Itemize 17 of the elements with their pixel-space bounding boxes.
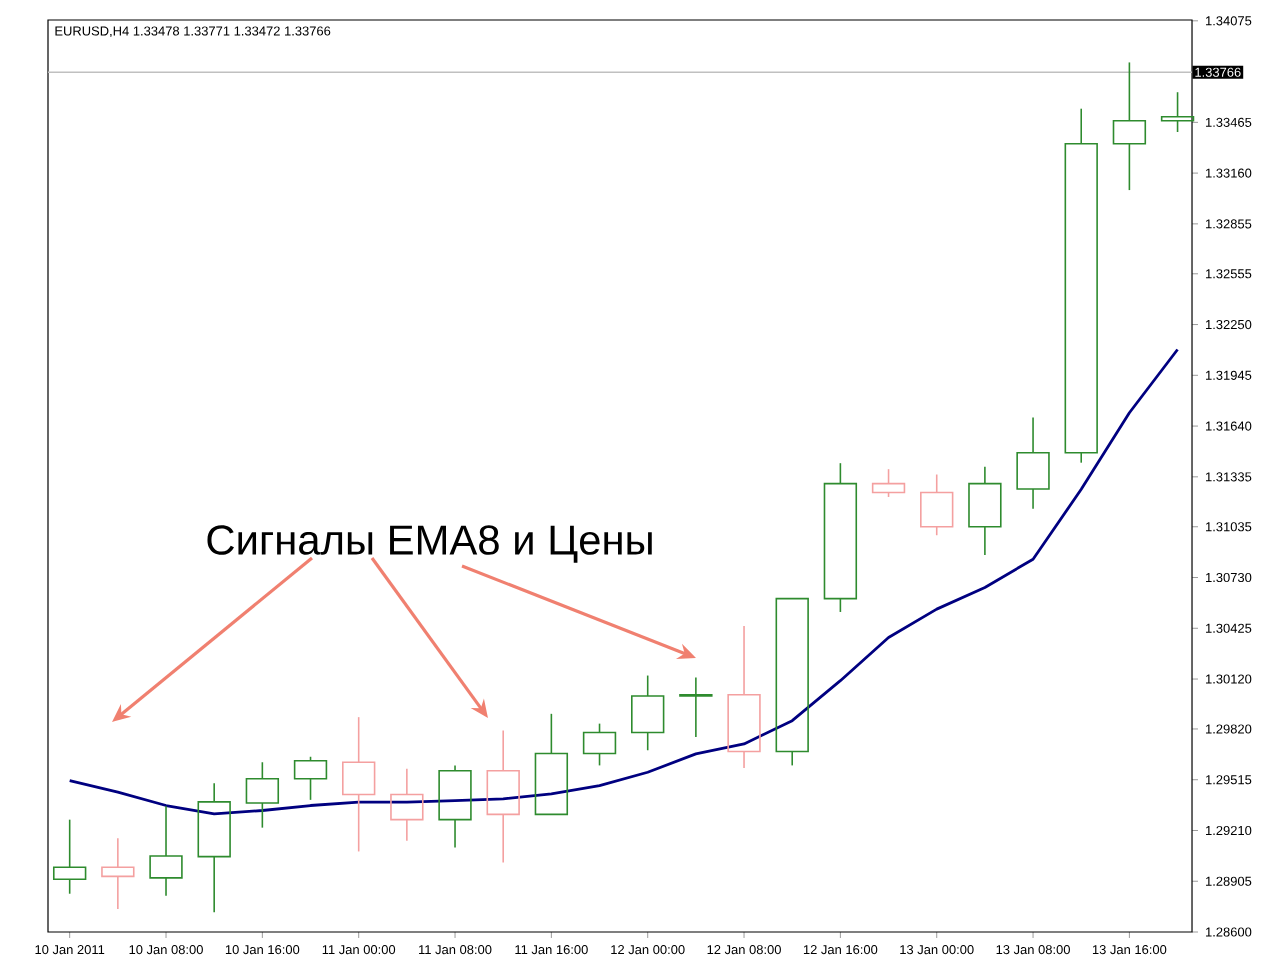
- candlestick: [631, 674, 665, 752]
- candlestick: [101, 837, 135, 910]
- candlestick: [1112, 61, 1147, 191]
- line-series: [68, 348, 1179, 816]
- candlestick: [149, 805, 183, 897]
- annotation: Сигналы EMA8 и Цены: [207, 525, 652, 563]
- candlestick: [1016, 416, 1050, 510]
- candlestick: [968, 465, 1002, 556]
- candlestick: [438, 764, 472, 849]
- candlestick: [727, 625, 761, 769]
- candlestick: [679, 676, 713, 738]
- candlestick: [342, 716, 376, 853]
- candlestick: [390, 767, 424, 842]
- candlestick: [920, 473, 954, 537]
- candlestick: [486, 729, 520, 864]
- candlestick: [1064, 107, 1098, 464]
- candlestick: [197, 782, 231, 913]
